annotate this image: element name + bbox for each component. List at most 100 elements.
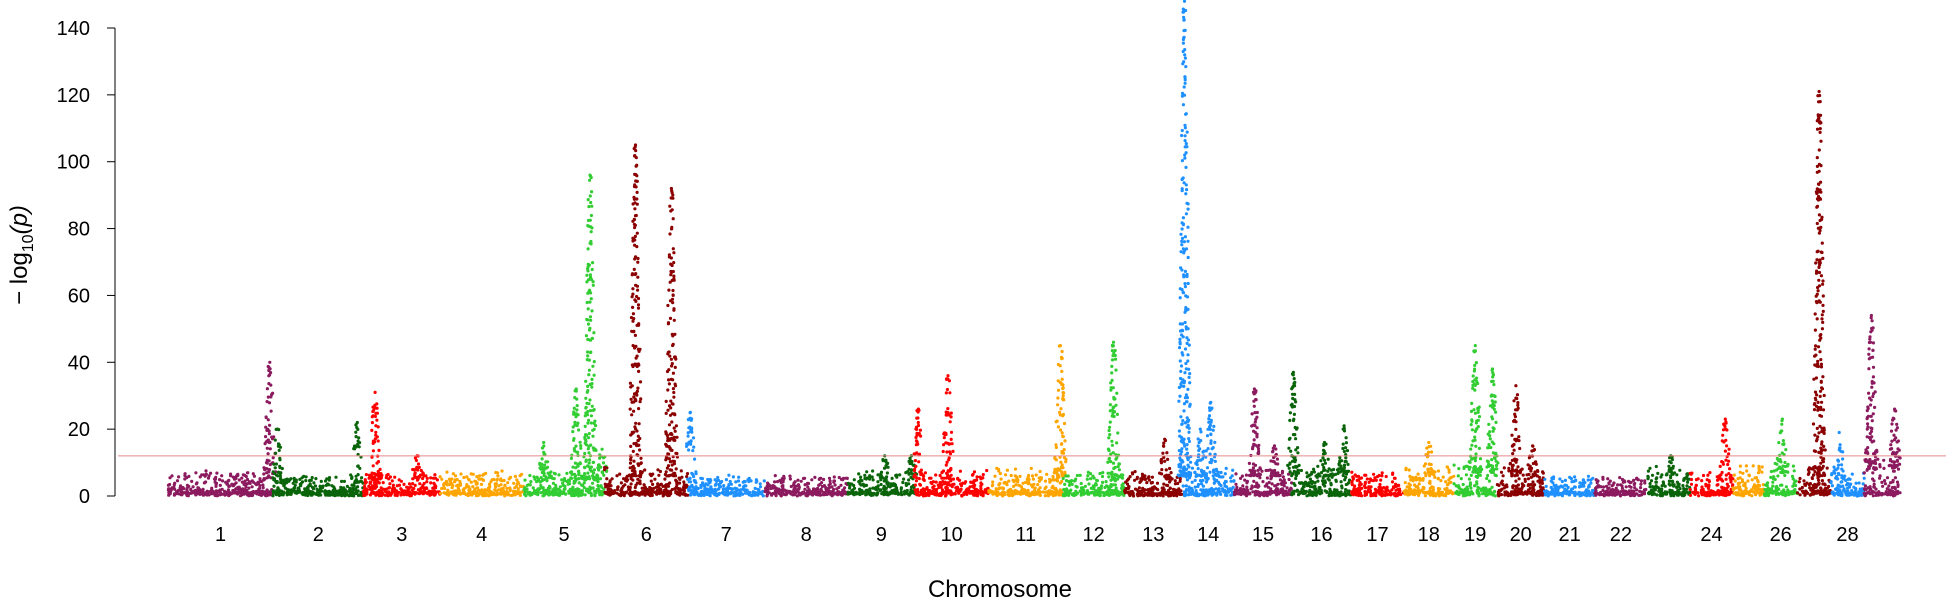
chromosome-points-path bbox=[603, 143, 690, 498]
x-tick-label: 2 bbox=[313, 524, 324, 546]
chromosome-5-points bbox=[522, 173, 609, 498]
chromosome-points-path bbox=[846, 454, 919, 497]
chromosome-4-points bbox=[438, 469, 525, 498]
chromosome-11-points bbox=[987, 344, 1068, 498]
chromosome-9-points bbox=[846, 454, 919, 497]
x-tick-label: 22 bbox=[1610, 524, 1632, 546]
chromosome-points-path bbox=[1543, 474, 1596, 498]
chromosome-points-path bbox=[166, 360, 278, 498]
chromosome-14-points bbox=[1176, 0, 1236, 498]
x-axis: 1 2 3 4 5 6 7 8 9 10 11 12 13 14 15 16 17 18 19 20 21 22 24 26 2… bbox=[215, 524, 1859, 546]
x-tick-label: 1 bbox=[215, 524, 226, 546]
chromosome-points-path bbox=[1123, 437, 1184, 498]
x-tick-label: 21 bbox=[1558, 524, 1580, 546]
chromosome-band-27-points bbox=[1796, 89, 1833, 497]
chromosome-1-points bbox=[166, 360, 278, 498]
x-tick-label: 11 bbox=[1015, 524, 1036, 546]
chromosome-points-path bbox=[438, 469, 525, 498]
chromosome-points-path bbox=[522, 173, 609, 498]
x-tick-label: 18 bbox=[1418, 524, 1440, 546]
data-points bbox=[166, 0, 1902, 498]
chromosome-points-path bbox=[1495, 384, 1546, 498]
x-tick-label: 9 bbox=[876, 524, 887, 546]
chromosome-points-path bbox=[271, 420, 365, 498]
x-tick-label: 28 bbox=[1836, 524, 1858, 546]
chromosome-22-points bbox=[1593, 475, 1648, 498]
chromosome-band-29-points bbox=[1862, 313, 1902, 498]
chromosome-points-path bbox=[1829, 430, 1866, 498]
chromosome-16-points bbox=[1286, 370, 1353, 498]
chromosome-12-points bbox=[1061, 340, 1126, 498]
x-axis-label: Chromosome bbox=[928, 576, 1072, 598]
x-tick-label: 20 bbox=[1510, 524, 1532, 546]
y-tick-label: 0 bbox=[79, 486, 90, 508]
y-axis-label-subscript: 10 bbox=[20, 234, 37, 252]
chromosome-points-path bbox=[1593, 475, 1648, 498]
chromosome-points-path bbox=[684, 410, 766, 498]
chromosome-points-path bbox=[987, 344, 1068, 498]
y-tick-label: 100 bbox=[57, 152, 90, 174]
x-tick-label: 4 bbox=[476, 524, 487, 546]
y-axis-label: − log10(p) bbox=[6, 205, 37, 305]
chromosome-points-path bbox=[1233, 387, 1294, 498]
x-tick-label: 17 bbox=[1366, 524, 1388, 546]
chromosome-8-points bbox=[763, 474, 849, 498]
chromosome-points-path bbox=[1862, 313, 1902, 498]
y-axis-label-arg: (p) bbox=[6, 205, 33, 234]
chromosome-points-path bbox=[763, 474, 849, 498]
chromosome-6-points bbox=[603, 143, 690, 498]
chromosome-band-25-points bbox=[1731, 464, 1765, 498]
x-tick-label: 24 bbox=[1700, 524, 1722, 546]
y-tick-label: 40 bbox=[68, 352, 90, 374]
x-tick-label: 5 bbox=[558, 524, 569, 546]
chromosome-15-points bbox=[1233, 387, 1294, 498]
chromosome-2-points bbox=[271, 420, 365, 498]
chromosome-19-points bbox=[1452, 343, 1500, 498]
chromosome-band-23-points bbox=[1646, 454, 1692, 498]
y-axis-label-main: − log bbox=[6, 252, 33, 305]
x-tick-label: 8 bbox=[801, 524, 812, 546]
chromosome-points-path bbox=[1176, 0, 1236, 498]
x-tick-label: 26 bbox=[1770, 524, 1792, 546]
chromosome-points-path bbox=[1452, 343, 1500, 498]
chromosome-points-path bbox=[912, 374, 990, 498]
x-tick-label: 6 bbox=[641, 524, 652, 546]
x-tick-label: 15 bbox=[1252, 524, 1274, 546]
y-tick-label: 60 bbox=[68, 285, 90, 307]
chromosome-18-points bbox=[1402, 440, 1456, 498]
x-tick-label: 13 bbox=[1142, 524, 1164, 546]
chromosome-points-path bbox=[1350, 470, 1406, 498]
chromosome-3-points bbox=[362, 390, 442, 498]
chromosome-13-points bbox=[1123, 437, 1184, 498]
chromosome-points-path bbox=[1402, 440, 1456, 498]
y-axis: 0 20 40 60 80 100 120 140 bbox=[57, 18, 116, 508]
x-tick-label: 3 bbox=[396, 524, 407, 546]
chromosome-20-points bbox=[1495, 384, 1546, 498]
x-tick-label: 16 bbox=[1310, 524, 1332, 546]
chromosome-points-path bbox=[362, 390, 442, 498]
chromosome-24-points bbox=[1688, 417, 1735, 498]
y-tick-label: 20 bbox=[68, 419, 90, 441]
chromosome-points-path bbox=[1286, 370, 1353, 498]
y-tick-label: 140 bbox=[57, 18, 90, 40]
chromosome-points-path bbox=[1688, 417, 1735, 498]
chromosome-10-points bbox=[912, 374, 990, 498]
chromosome-7-points bbox=[684, 410, 766, 498]
chromosome-17-points bbox=[1350, 470, 1406, 498]
x-tick-label: 10 bbox=[941, 524, 963, 546]
svg-text:− log10(p): − log10(p) bbox=[6, 205, 37, 305]
y-tick-label: 120 bbox=[57, 85, 90, 107]
x-tick-label: 14 bbox=[1197, 524, 1219, 546]
chromosome-points-path bbox=[1061, 340, 1126, 498]
x-tick-label: 7 bbox=[721, 524, 732, 546]
chromosome-21-points bbox=[1543, 474, 1596, 498]
chromosome-26-points bbox=[1763, 417, 1799, 498]
chromosome-points-path bbox=[1731, 464, 1765, 498]
chromosome-points-path bbox=[1646, 454, 1692, 498]
chromosome-points-path bbox=[1796, 89, 1833, 497]
x-tick-label: 19 bbox=[1464, 524, 1486, 546]
chromosome-28-points bbox=[1829, 430, 1866, 498]
y-tick-label: 80 bbox=[68, 219, 90, 241]
x-tick-label: 12 bbox=[1082, 524, 1104, 546]
